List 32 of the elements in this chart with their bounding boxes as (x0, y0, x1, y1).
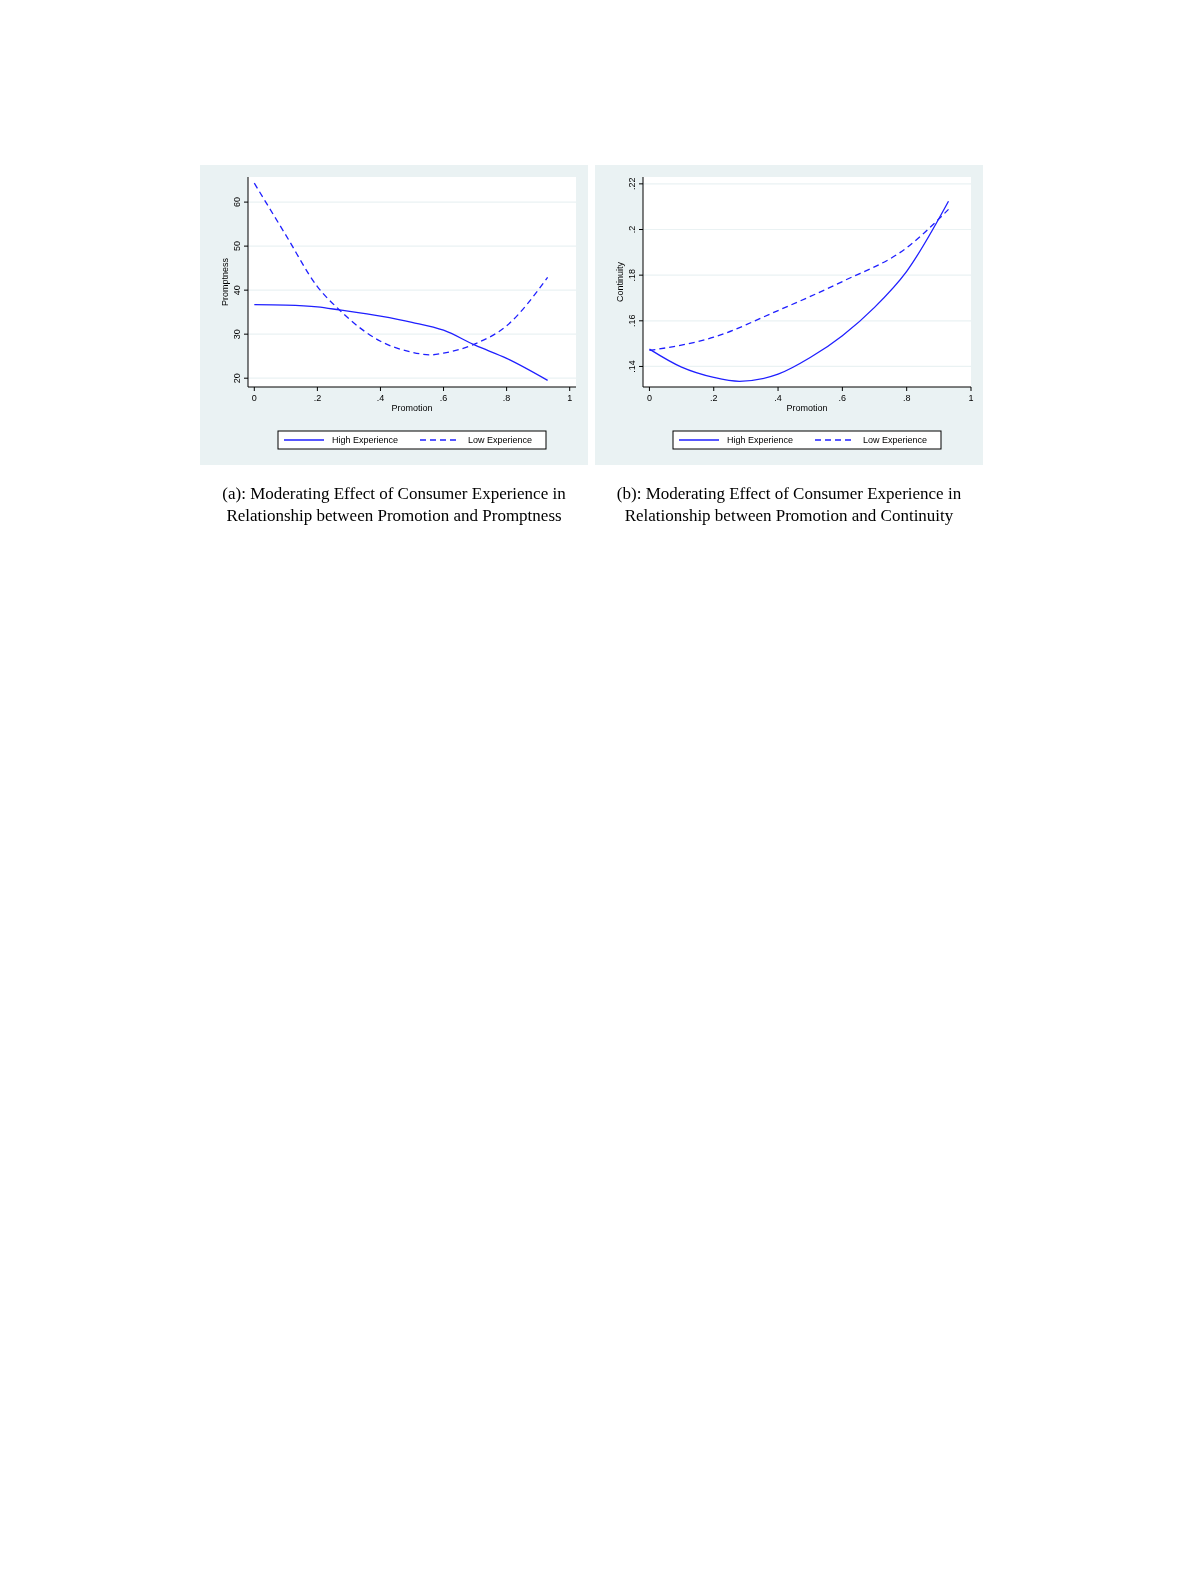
text: (a): Moderating Effect of Consumer Experience in Relationship between Promotion and Promptness (222, 484, 567, 525)
x-axis-title: Promotion (391, 403, 433, 413)
y-tick-label: 40 (232, 285, 242, 296)
y-tick-label: .14 (627, 360, 637, 373)
y-tick-label: 60 (232, 197, 242, 208)
legend-label: High Experience (332, 435, 399, 445)
text: (b): Moderating Effect of Consumer Experience in Relationship between Promotion and Continuity (616, 484, 962, 525)
y-tick-label: .2 (627, 225, 637, 234)
x-tick-label: .6 (439, 393, 448, 403)
x-tick-label: 1 (968, 393, 974, 403)
x-tick-label: .8 (902, 393, 911, 403)
legend-label: Low Experience (863, 435, 928, 445)
x-tick-label: 0 (251, 393, 257, 403)
y-tick-label: .22 (627, 177, 637, 191)
x-tick-label: .2 (313, 393, 322, 403)
y-tick-label: .18 (627, 268, 637, 282)
x-axis-title: Promotion (786, 403, 828, 413)
y-tick-label: .16 (627, 314, 637, 328)
y-tick-label: 30 (232, 329, 242, 340)
x-tick-label: 1 (567, 393, 573, 403)
legend-label: Low Experience (468, 435, 533, 445)
y-tick-label: 50 (232, 241, 242, 252)
legend-label: High Experience (727, 435, 794, 445)
x-tick-label: .4 (774, 393, 782, 403)
x-tick-label: .6 (838, 393, 847, 403)
x-tick-label: .4 (376, 393, 385, 403)
x-tick-label: .2 (709, 393, 718, 403)
y-axis-title: Continuity (615, 261, 625, 303)
y-axis-title: Promptness (220, 257, 230, 307)
y-tick-label: 20 (232, 373, 242, 384)
x-tick-label: 0 (646, 393, 652, 403)
x-tick-label: .8 (502, 393, 511, 403)
